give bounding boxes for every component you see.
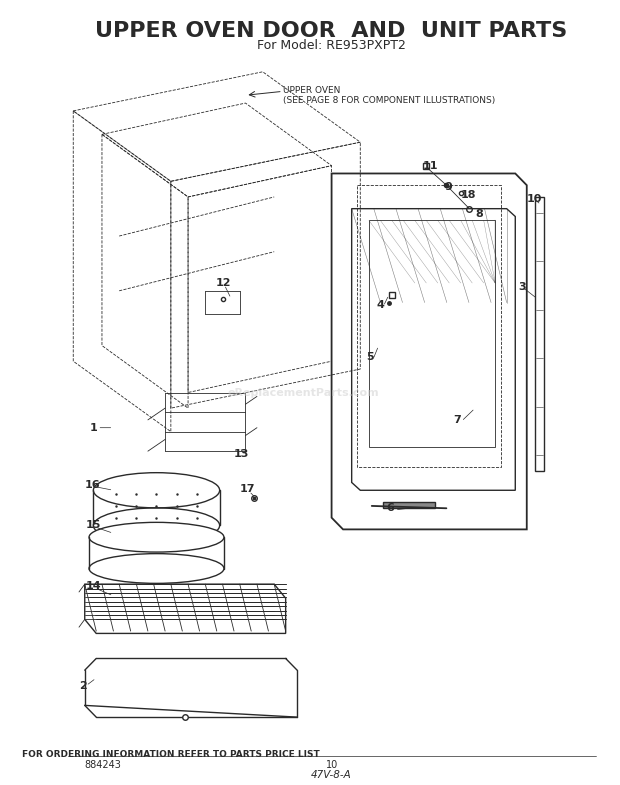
Text: 4: 4 (376, 300, 384, 310)
Text: 14: 14 (86, 582, 102, 591)
Text: 1: 1 (89, 422, 97, 433)
Text: eReplacementParts.com: eReplacementParts.com (227, 388, 379, 397)
Text: For Model: RE953PXPT2: For Model: RE953PXPT2 (257, 39, 406, 52)
Text: UPPER OVEN DOOR  AND  UNIT PARTS: UPPER OVEN DOOR AND UNIT PARTS (95, 21, 568, 41)
Polygon shape (383, 502, 435, 508)
Text: 9: 9 (445, 182, 453, 192)
Text: 2: 2 (79, 681, 87, 691)
Text: 47V-8-A: 47V-8-A (311, 770, 352, 780)
Ellipse shape (89, 522, 224, 552)
Text: 16: 16 (85, 480, 100, 490)
Text: 6: 6 (387, 503, 394, 513)
Text: 12: 12 (216, 278, 231, 288)
Text: 17: 17 (240, 484, 255, 495)
Text: UPPER OVEN
(SEE PAGE 8 FOR COMPONENT ILLUSTRATIONS): UPPER OVEN (SEE PAGE 8 FOR COMPONENT ILL… (283, 86, 495, 105)
Text: 10: 10 (326, 760, 338, 769)
Text: 8: 8 (475, 209, 483, 219)
Text: 15: 15 (86, 520, 101, 531)
Text: 7: 7 (453, 415, 461, 425)
Text: 3: 3 (518, 282, 526, 292)
Text: 18: 18 (461, 191, 476, 200)
Text: FOR ORDERING INFORMATION REFER TO PARTS PRICE LIST: FOR ORDERING INFORMATION REFER TO PARTS … (22, 750, 320, 758)
Text: 10: 10 (527, 194, 542, 203)
Text: 5: 5 (366, 352, 374, 363)
Text: 11: 11 (422, 161, 438, 170)
Text: 13: 13 (234, 448, 249, 458)
Text: 884243: 884243 (85, 760, 122, 769)
